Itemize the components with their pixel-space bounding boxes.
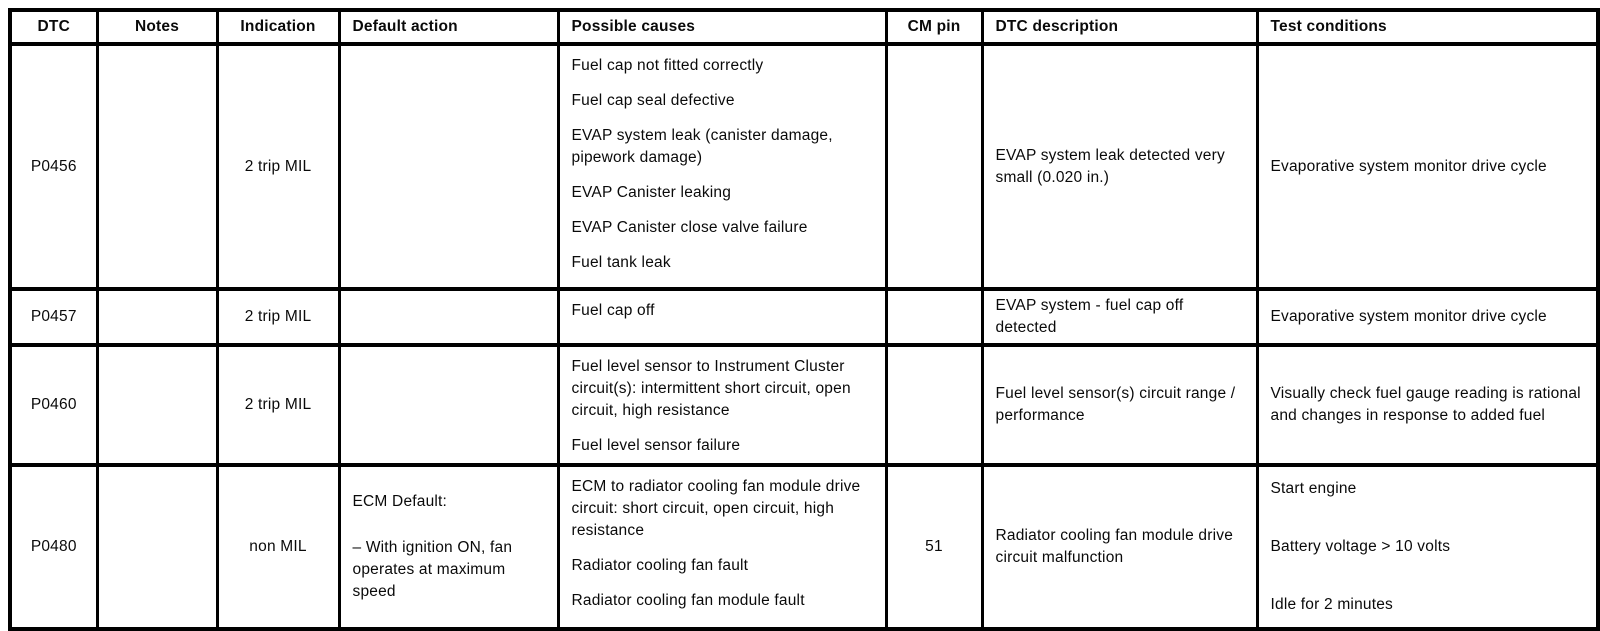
cell-paragraph: – With ignition ON, fan operates at maxi… — [352, 539, 513, 600]
column-header-dtc: DTC — [8, 8, 99, 46]
cell-paragraph: P0460 — [30, 396, 77, 413]
cell-dtc_description: Fuel level sensor(s) circuit range / per… — [980, 343, 1259, 467]
cell-paragraph: Idle for 2 minutes — [1270, 596, 1393, 613]
cell-test_conditions: Visually check fuel gauge reading is rat… — [1255, 343, 1600, 467]
cell-paragraph: Fuel cap off — [571, 302, 655, 319]
column-header-cm_pin: CM pin — [884, 8, 984, 46]
cell-paragraph: Fuel level sensor to Instrument Cluster … — [571, 358, 851, 419]
cell-cm_pin — [884, 343, 984, 467]
cell-paragraph: EVAP Canister close valve failure — [571, 219, 808, 236]
cell-indication: non MIL — [215, 463, 341, 631]
cell-dtc: P0460 — [8, 343, 99, 467]
cell-paragraph: 51 — [925, 538, 943, 555]
cell-paragraph: EVAP system leak detected very small (0.… — [995, 146, 1225, 186]
cell-dtc: P0456 — [8, 42, 99, 291]
cell-paragraph: P0480 — [30, 538, 77, 555]
column-header-possible_causes: Possible causes — [556, 8, 888, 46]
cell-paragraph: Fuel level sensor(s) circuit range / per… — [995, 385, 1236, 424]
cell-notes — [95, 463, 219, 631]
cell-paragraph: Evaporative system monitor drive cycle — [1270, 157, 1547, 175]
cell-possible_causes: Fuel cap off — [556, 287, 888, 347]
cell-dtc: P0480 — [8, 463, 99, 631]
cell-paragraph: 2 trip MIL — [244, 157, 312, 175]
table-row-p0460: P0460 2 trip MIL Fuel level sensor to Inst… — [8, 343, 1600, 467]
cell-indication: 2 trip MIL — [215, 287, 341, 347]
cell-paragraph: Radiator cooling fan fault — [571, 557, 749, 574]
table-row-p0480: P0480 non MIL ECM Default: – With ignition … — [8, 463, 1600, 631]
cell-paragraph: ECM to radiator cooling fan module drive… — [571, 478, 861, 539]
column-header-indication: Indication — [215, 8, 341, 46]
cell-possible_causes: Fuel level sensor to Instrument Cluster … — [556, 343, 888, 467]
cell-paragraph: Battery voltage > 10 volts — [1270, 538, 1451, 555]
cell-cm_pin — [884, 42, 984, 291]
cell-paragraph: Radiator cooling fan module drive circui… — [995, 527, 1234, 566]
cell-paragraph: Fuel cap seal defective — [571, 92, 735, 109]
table-body: P0456 2 trip MIL Fuel cap not fitted corre… — [8, 42, 1600, 631]
cell-paragraph: P0457 — [30, 308, 77, 325]
cell-notes — [95, 42, 219, 291]
cell-paragraph: EVAP system - fuel cap off detected — [995, 297, 1184, 336]
cell-dtc_description: EVAP system leak detected very small (0.… — [980, 42, 1259, 291]
cell-cm_pin: 51 — [884, 463, 984, 631]
cell-test_conditions: Start engine Battery voltage > 10 volts Id… — [1255, 463, 1600, 631]
table-row-p0456: P0456 2 trip MIL Fuel cap not fitted corre… — [8, 42, 1600, 291]
cell-paragraph: 2 trip MIL — [244, 396, 312, 413]
cell-paragraph: ECM Default: — [352, 493, 448, 510]
cell-dtc_description: Radiator cooling fan module drive circui… — [980, 463, 1259, 631]
cell-possible_causes: ECM to radiator cooling fan module drive… — [556, 463, 888, 631]
cell-paragraph: Fuel cap not fitted correctly — [571, 57, 764, 74]
cell-paragraph: Fuel tank leak — [571, 254, 671, 271]
column-header-dtc_description: DTC description — [980, 8, 1259, 46]
cell-default_action — [337, 343, 560, 467]
column-header-notes: Notes — [95, 8, 219, 46]
column-header-test_conditions: Test conditions — [1255, 8, 1600, 46]
cell-paragraph: Start engine — [1270, 480, 1357, 497]
cell-paragraph: Visually check fuel gauge reading is rat… — [1270, 385, 1581, 424]
cell-notes — [95, 343, 219, 467]
cell-paragraph: Evaporative system monitor drive cycle — [1270, 308, 1547, 325]
table-row-p0457: P0457 2 trip MIL Fuel cap off EVAP system -… — [8, 287, 1600, 347]
cell-test_conditions: Evaporative system monitor drive cycle — [1255, 287, 1600, 347]
cell-paragraph: Radiator cooling fan module fault — [571, 592, 805, 609]
cell-paragraph: EVAP Canister leaking — [571, 184, 732, 201]
cell-paragraph: P0456 — [30, 157, 77, 175]
cell-paragraph: Fuel level sensor failure — [571, 437, 741, 454]
cell-paragraph: EVAP system leak (canister damage, pipew… — [571, 127, 833, 166]
column-header-default_action: Default action — [337, 8, 560, 46]
header-row: DTC Notes Indication Default action Possible… — [8, 8, 1600, 46]
cell-dtc: P0457 — [8, 287, 99, 347]
cell-possible_causes: Fuel cap not fitted correctly Fuel cap se… — [556, 42, 888, 291]
cell-indication: 2 trip MIL — [215, 343, 341, 467]
cell-cm_pin — [884, 287, 984, 347]
cell-default_action — [337, 287, 560, 347]
cell-test_conditions: Evaporative system monitor drive cycle — [1255, 42, 1600, 291]
cell-default_action — [337, 42, 560, 291]
dtc-table: DTC Notes Indication Default action Possible… — [8, 8, 1600, 631]
cell-paragraph: 2 trip MIL — [244, 308, 312, 325]
cell-default_action: ECM Default: – With ignition ON, fan oper… — [337, 463, 560, 631]
cell-paragraph: non MIL — [249, 538, 307, 555]
cell-notes — [95, 287, 219, 347]
cell-indication: 2 trip MIL — [215, 42, 341, 291]
cell-dtc_description: EVAP system - fuel cap off detected — [980, 287, 1259, 347]
